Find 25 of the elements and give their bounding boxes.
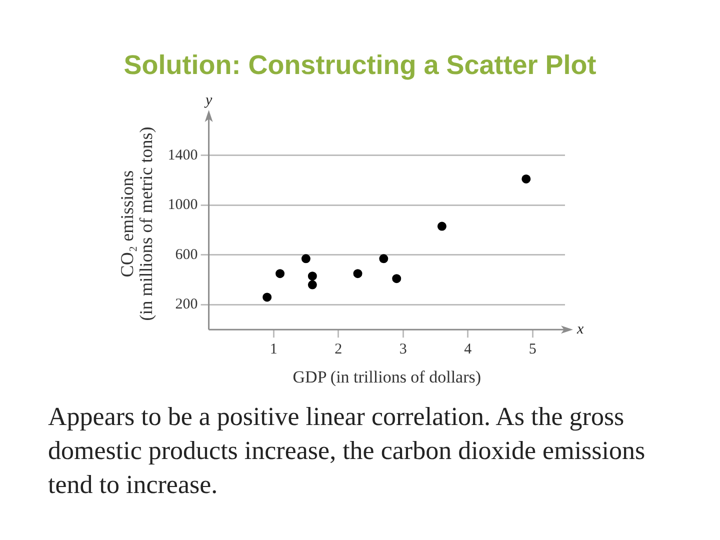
point	[379, 254, 388, 264]
point	[308, 280, 317, 290]
point	[437, 222, 446, 231]
x-tick-label: 5	[528, 342, 536, 358]
x-tick-label: 2	[334, 342, 342, 358]
point	[392, 274, 402, 284]
chart-title: Solution: Constructing a Scatter Plot	[122, 50, 598, 81]
point	[262, 292, 272, 302]
x-tick-label: 4	[464, 342, 472, 358]
y-axis-title: CO₂ emissions (in millions of metric tons)	[117, 126, 156, 321]
point	[301, 254, 310, 264]
y-tick-label: 600	[175, 246, 198, 263]
text: x	[576, 322, 584, 338]
text: y	[203, 92, 212, 108]
point	[353, 269, 362, 278]
x-axis-title: GDP (in trillions of dollars)	[292, 367, 482, 386]
y-tick-label: 1400	[168, 147, 198, 164]
point	[276, 269, 285, 278]
text: Appears to be a positive linear correlation. As the gross domestic products increase, the carbon dioxide emissions tend to increase.	[48, 401, 646, 501]
point	[308, 272, 317, 281]
y-tick-label: 1000	[168, 197, 198, 214]
y-tick-label: 200	[175, 296, 198, 313]
x-tick-label: 3	[399, 342, 407, 358]
point	[522, 174, 531, 184]
x-tick-label: 1	[270, 342, 278, 358]
